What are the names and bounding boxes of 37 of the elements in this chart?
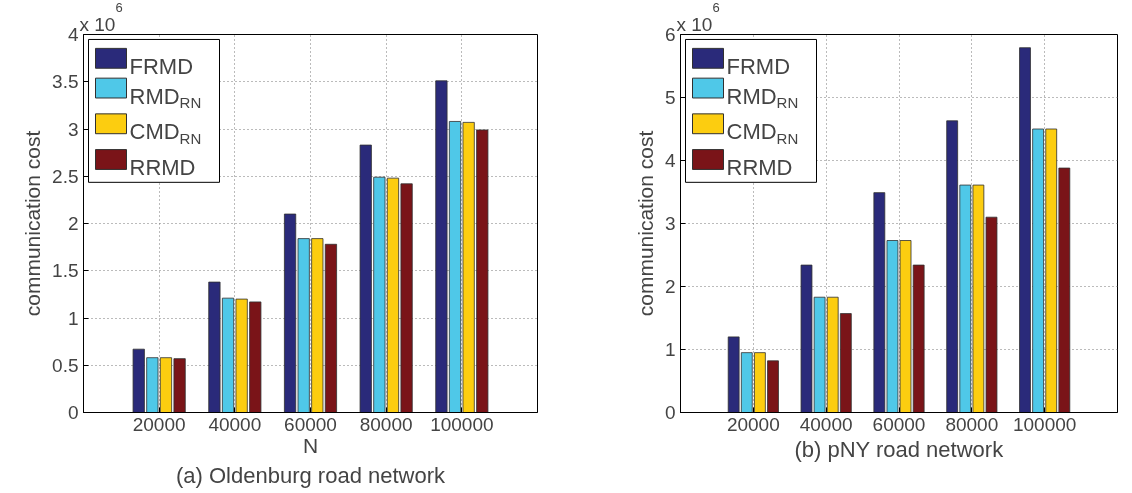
legend-label: RRMD bbox=[129, 154, 196, 180]
legend-label: FRMD bbox=[726, 53, 791, 79]
y-tick-label: 0 bbox=[67, 402, 79, 423]
x-tick-label: 40000 bbox=[208, 413, 262, 435]
legend-label: FRMD bbox=[129, 53, 194, 79]
y-tick-label: 5 bbox=[664, 87, 676, 108]
y-tick-label: 4 bbox=[67, 24, 79, 45]
x-tick-label: 60000 bbox=[872, 413, 926, 435]
x-tick-label: 20000 bbox=[726, 413, 780, 435]
y-tick-label: 6 bbox=[664, 24, 676, 45]
x-tick-label: 20000 bbox=[132, 413, 186, 435]
y-tick-label: 0 bbox=[664, 402, 676, 423]
y-tick-label: 4 bbox=[664, 150, 676, 171]
x-axis-title: N bbox=[302, 433, 319, 457]
legend-label: RRMD bbox=[726, 154, 793, 180]
x-tick-label: 100000 bbox=[430, 413, 494, 435]
text: (a) Oldenburg road network bbox=[175, 462, 447, 488]
y-tick-label: 3.5 bbox=[52, 71, 79, 93]
y-tick-label: 3 bbox=[67, 118, 79, 140]
x-tick-label: 80000 bbox=[945, 413, 999, 435]
y-tick-label: 2 bbox=[664, 276, 676, 297]
y-tick-label: 3 bbox=[664, 213, 676, 234]
y-tick-label: 0.5 bbox=[52, 354, 79, 376]
x-tick-label: 80000 bbox=[359, 413, 413, 435]
x-tick-label: 40000 bbox=[799, 413, 853, 435]
y-tick-label: 2.5 bbox=[52, 165, 79, 187]
y-tick-label: 1.5 bbox=[52, 260, 79, 282]
text: x 106 bbox=[79, 0, 123, 35]
x-tick-label: 100000 bbox=[1012, 413, 1077, 435]
text: (b) pNY road network bbox=[794, 436, 1005, 462]
annotation: x 106 bbox=[676, 0, 720, 35]
y-tick-label: 2 bbox=[67, 213, 79, 234]
y-axis-title: communication cost bbox=[633, 130, 657, 317]
x-tick-label: 60000 bbox=[284, 413, 337, 435]
y-tick-label: 1 bbox=[664, 339, 676, 360]
y-tick-label: 1 bbox=[67, 307, 79, 329]
y-axis-title: communication cost bbox=[21, 130, 45, 317]
